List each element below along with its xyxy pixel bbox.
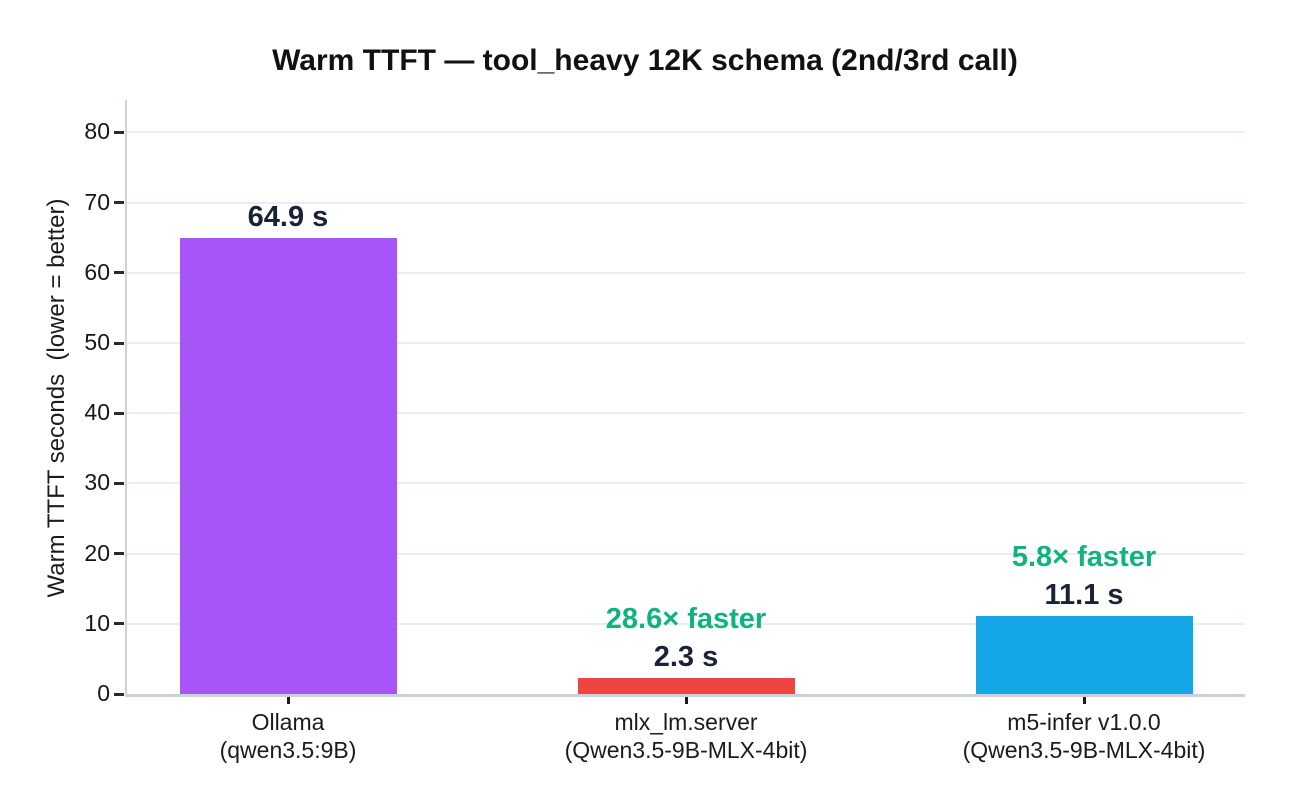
category-model: (qwen3.5:9B)	[219, 737, 357, 763]
xtick-mark-1	[286, 697, 290, 704]
ytick-label-0: 0	[97, 680, 110, 706]
gridline-y-80	[127, 131, 1245, 134]
bar-value-label: 2.3 s	[653, 640, 719, 673]
gridline-y-50	[127, 342, 1245, 344]
gridline-y-60	[127, 271, 1245, 274]
ytick-mark-20	[114, 552, 124, 556]
ytick-label-60: 60	[84, 258, 110, 285]
ytick-mark-0	[114, 692, 124, 696]
xtick-mark-2	[684, 697, 688, 704]
bar-value-label: 11.1 s	[1044, 579, 1124, 612]
y-axis-label: Warm TTFT seconds (lower = better)	[43, 198, 70, 598]
gridline-y-40	[127, 412, 1245, 415]
category-name: m5-infer v1.0.0	[1007, 709, 1161, 735]
ytick-label-30: 30	[84, 469, 110, 496]
category-name: mlx_lm.server	[614, 709, 758, 735]
bar-value-label: 64.9 s	[247, 201, 329, 234]
xtick-mark-3	[1082, 697, 1086, 704]
ytick-label-80: 80	[84, 118, 110, 145]
ytick-label-40: 40	[84, 399, 110, 426]
ytick-label-70: 70	[84, 188, 110, 215]
ytick-mark-80	[114, 130, 124, 134]
gridline-y-10	[127, 622, 1245, 625]
ytick-label-50: 50	[84, 329, 110, 355]
bar-2	[577, 677, 795, 694]
gridline-y-20	[127, 552, 1245, 555]
xtick-label-1: Ollama (qwen3.5:9B)	[88, 708, 488, 764]
ytick-mark-10	[114, 622, 124, 626]
ytick-mark-40	[114, 411, 124, 415]
category-model: (Qwen3.5-9B-MLX-4bit)	[962, 737, 1206, 763]
speedup-annotation: 5.8× faster	[1011, 541, 1157, 574]
speedup-annotation: 28.6× faster	[605, 602, 767, 635]
gridline-y-70	[127, 201, 1245, 204]
ytick-mark-70	[114, 201, 124, 205]
bar-3	[975, 616, 1193, 694]
bar-1	[179, 238, 397, 694]
plot-area: 0 10 20 30 40 50 60 70 80 64.9 s Ollama (qwen3.5:9B…	[84, 100, 1245, 763]
ytick-mark-60	[114, 271, 124, 275]
gridline-y-30	[127, 482, 1245, 485]
ytick-label-20: 20	[84, 539, 110, 566]
xtick-label-3: m5-infer v1.0.0 (Qwen3.5-9B-MLX-4bit)	[884, 708, 1284, 764]
ytick-label-10: 10	[84, 609, 110, 636]
ytick-mark-30	[114, 481, 124, 485]
chart-title: Warm TTFT — tool_heavy 12K schema (2nd/3…	[272, 44, 1018, 77]
xtick-label-2: mlx_lm.server (Qwen3.5-9B-MLX-4bit)	[486, 708, 886, 764]
category-model: (Qwen3.5-9B-MLX-4bit)	[564, 737, 808, 763]
ytick-mark-50	[114, 341, 124, 345]
category-name: Ollama	[251, 709, 325, 735]
